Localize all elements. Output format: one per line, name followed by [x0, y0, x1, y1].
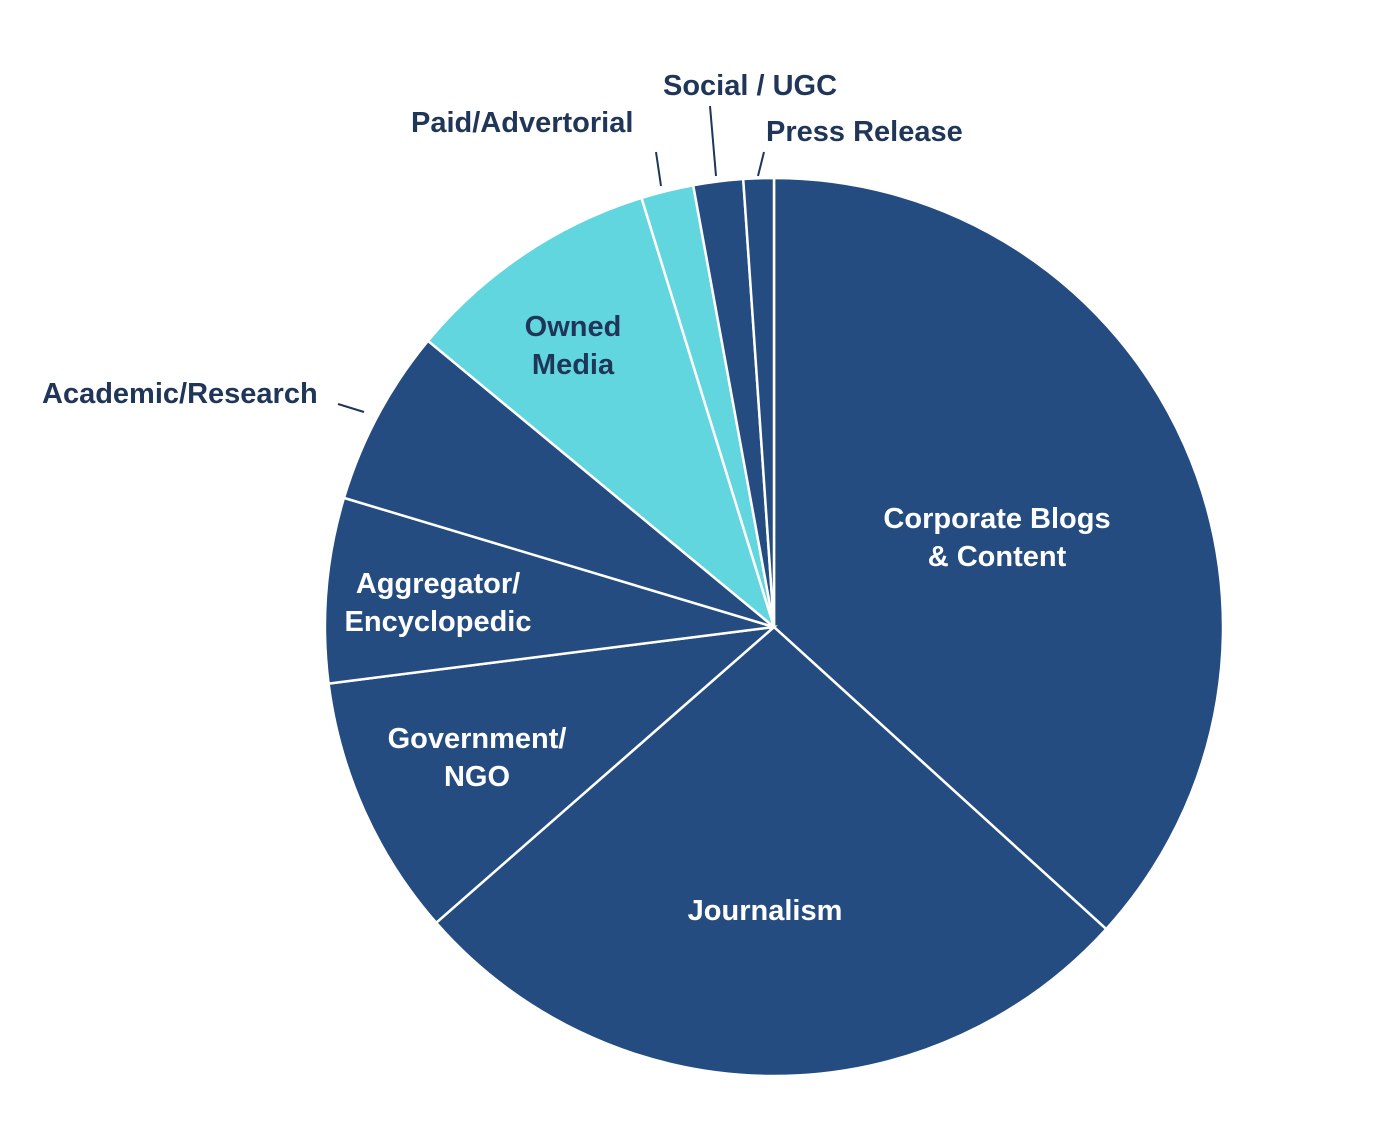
leader-line-8 — [757, 151, 765, 177]
slice-label-1: Journalism — [688, 895, 843, 927]
pie-slices — [323, 176, 1225, 1078]
pie-slice-3 — [323, 496, 775, 685]
leader-line-4 — [337, 403, 365, 413]
leader-line-6 — [655, 151, 662, 187]
slice-label-5: Owned Media — [525, 311, 622, 381]
pie-slice-0 — [772, 176, 1225, 931]
pie-slice-4 — [342, 339, 775, 629]
pie-slice-1 — [434, 625, 1108, 1078]
slice-label-2: Government/NGO — [388, 723, 567, 793]
slice-label-3: Aggregator/Encyclopedic — [345, 568, 532, 638]
slice-labels: Corporate Blogs & Content Journalism Govern… — [42, 70, 1111, 927]
slice-label-7: Social / UGC — [663, 70, 837, 102]
pie-slice-8 — [741, 176, 776, 628]
slice-label-6: Paid/Advertorial — [411, 107, 633, 139]
pie-slice-2 — [327, 625, 778, 925]
leader-lines — [337, 105, 765, 413]
slice-label-4: Academic/Research — [42, 378, 318, 410]
pie-slice-5 — [426, 196, 777, 631]
leader-line-7 — [709, 105, 717, 177]
slice-label-0: Corporate Blogs & Content — [883, 503, 1110, 573]
slice-label-8: Press Release — [766, 116, 963, 148]
